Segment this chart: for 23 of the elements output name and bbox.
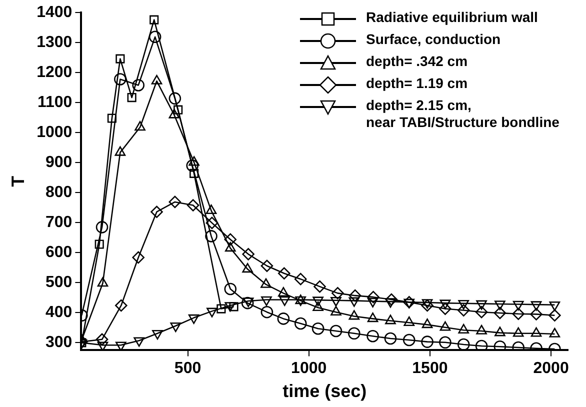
legend-label: Radiative equilibrium wall bbox=[366, 8, 538, 26]
y-tick-label: 300 bbox=[45, 334, 72, 352]
y-axis-title: T bbox=[8, 176, 28, 187]
y-tick-label: 1300 bbox=[36, 34, 72, 52]
legend-label: depth= 2.15 cm, near TABI/Structure bondline bbox=[366, 96, 560, 131]
y-tick-label: 1400 bbox=[36, 4, 72, 22]
x-tick-label: 500 bbox=[174, 360, 202, 378]
y-tick-label: 1200 bbox=[36, 64, 72, 82]
y-tick-label: 900 bbox=[45, 154, 72, 172]
y-tick-label: 400 bbox=[45, 304, 72, 322]
y-tick-label: 800 bbox=[45, 184, 72, 202]
y-tick-label: 1100 bbox=[37, 94, 72, 112]
y-tick-label: 1000 bbox=[36, 124, 72, 142]
legend-label: Surface, conduction bbox=[366, 30, 501, 48]
y-tick-label: 500 bbox=[45, 274, 72, 292]
y-tick-label: 600 bbox=[45, 244, 72, 262]
x-tick-label: 2000 bbox=[533, 360, 569, 378]
x-axis-title: time (sec) bbox=[282, 381, 367, 402]
legend-label: depth= .342 cm bbox=[366, 52, 468, 70]
x-tick-label: 1000 bbox=[291, 360, 327, 378]
x-tick-label: 1500 bbox=[412, 360, 448, 378]
legend-label: depth= 1.19 cm bbox=[366, 74, 468, 92]
y-tick-label: 700 bbox=[45, 214, 72, 232]
